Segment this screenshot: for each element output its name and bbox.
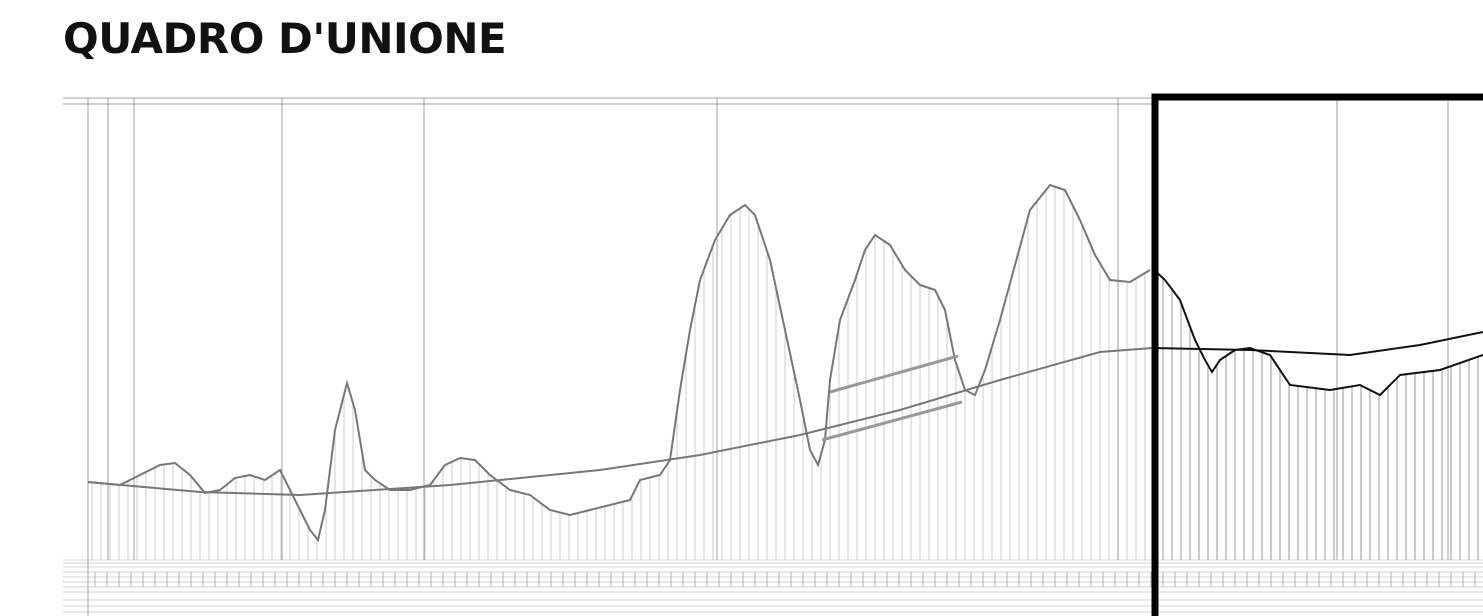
terrain-line-detail [1151,267,1483,397]
grade-line-detail [1151,331,1483,357]
detail-frame [1151,93,1483,616]
terrain-line [87,183,1151,543]
frame-lines [63,97,1449,616]
grade-line [87,347,1153,497]
hatch-lines [91,186,1479,560]
title: QUADRO D'UNIONE [63,14,507,63]
tunnel-lines [821,354,963,442]
table-rows [63,559,1483,613]
